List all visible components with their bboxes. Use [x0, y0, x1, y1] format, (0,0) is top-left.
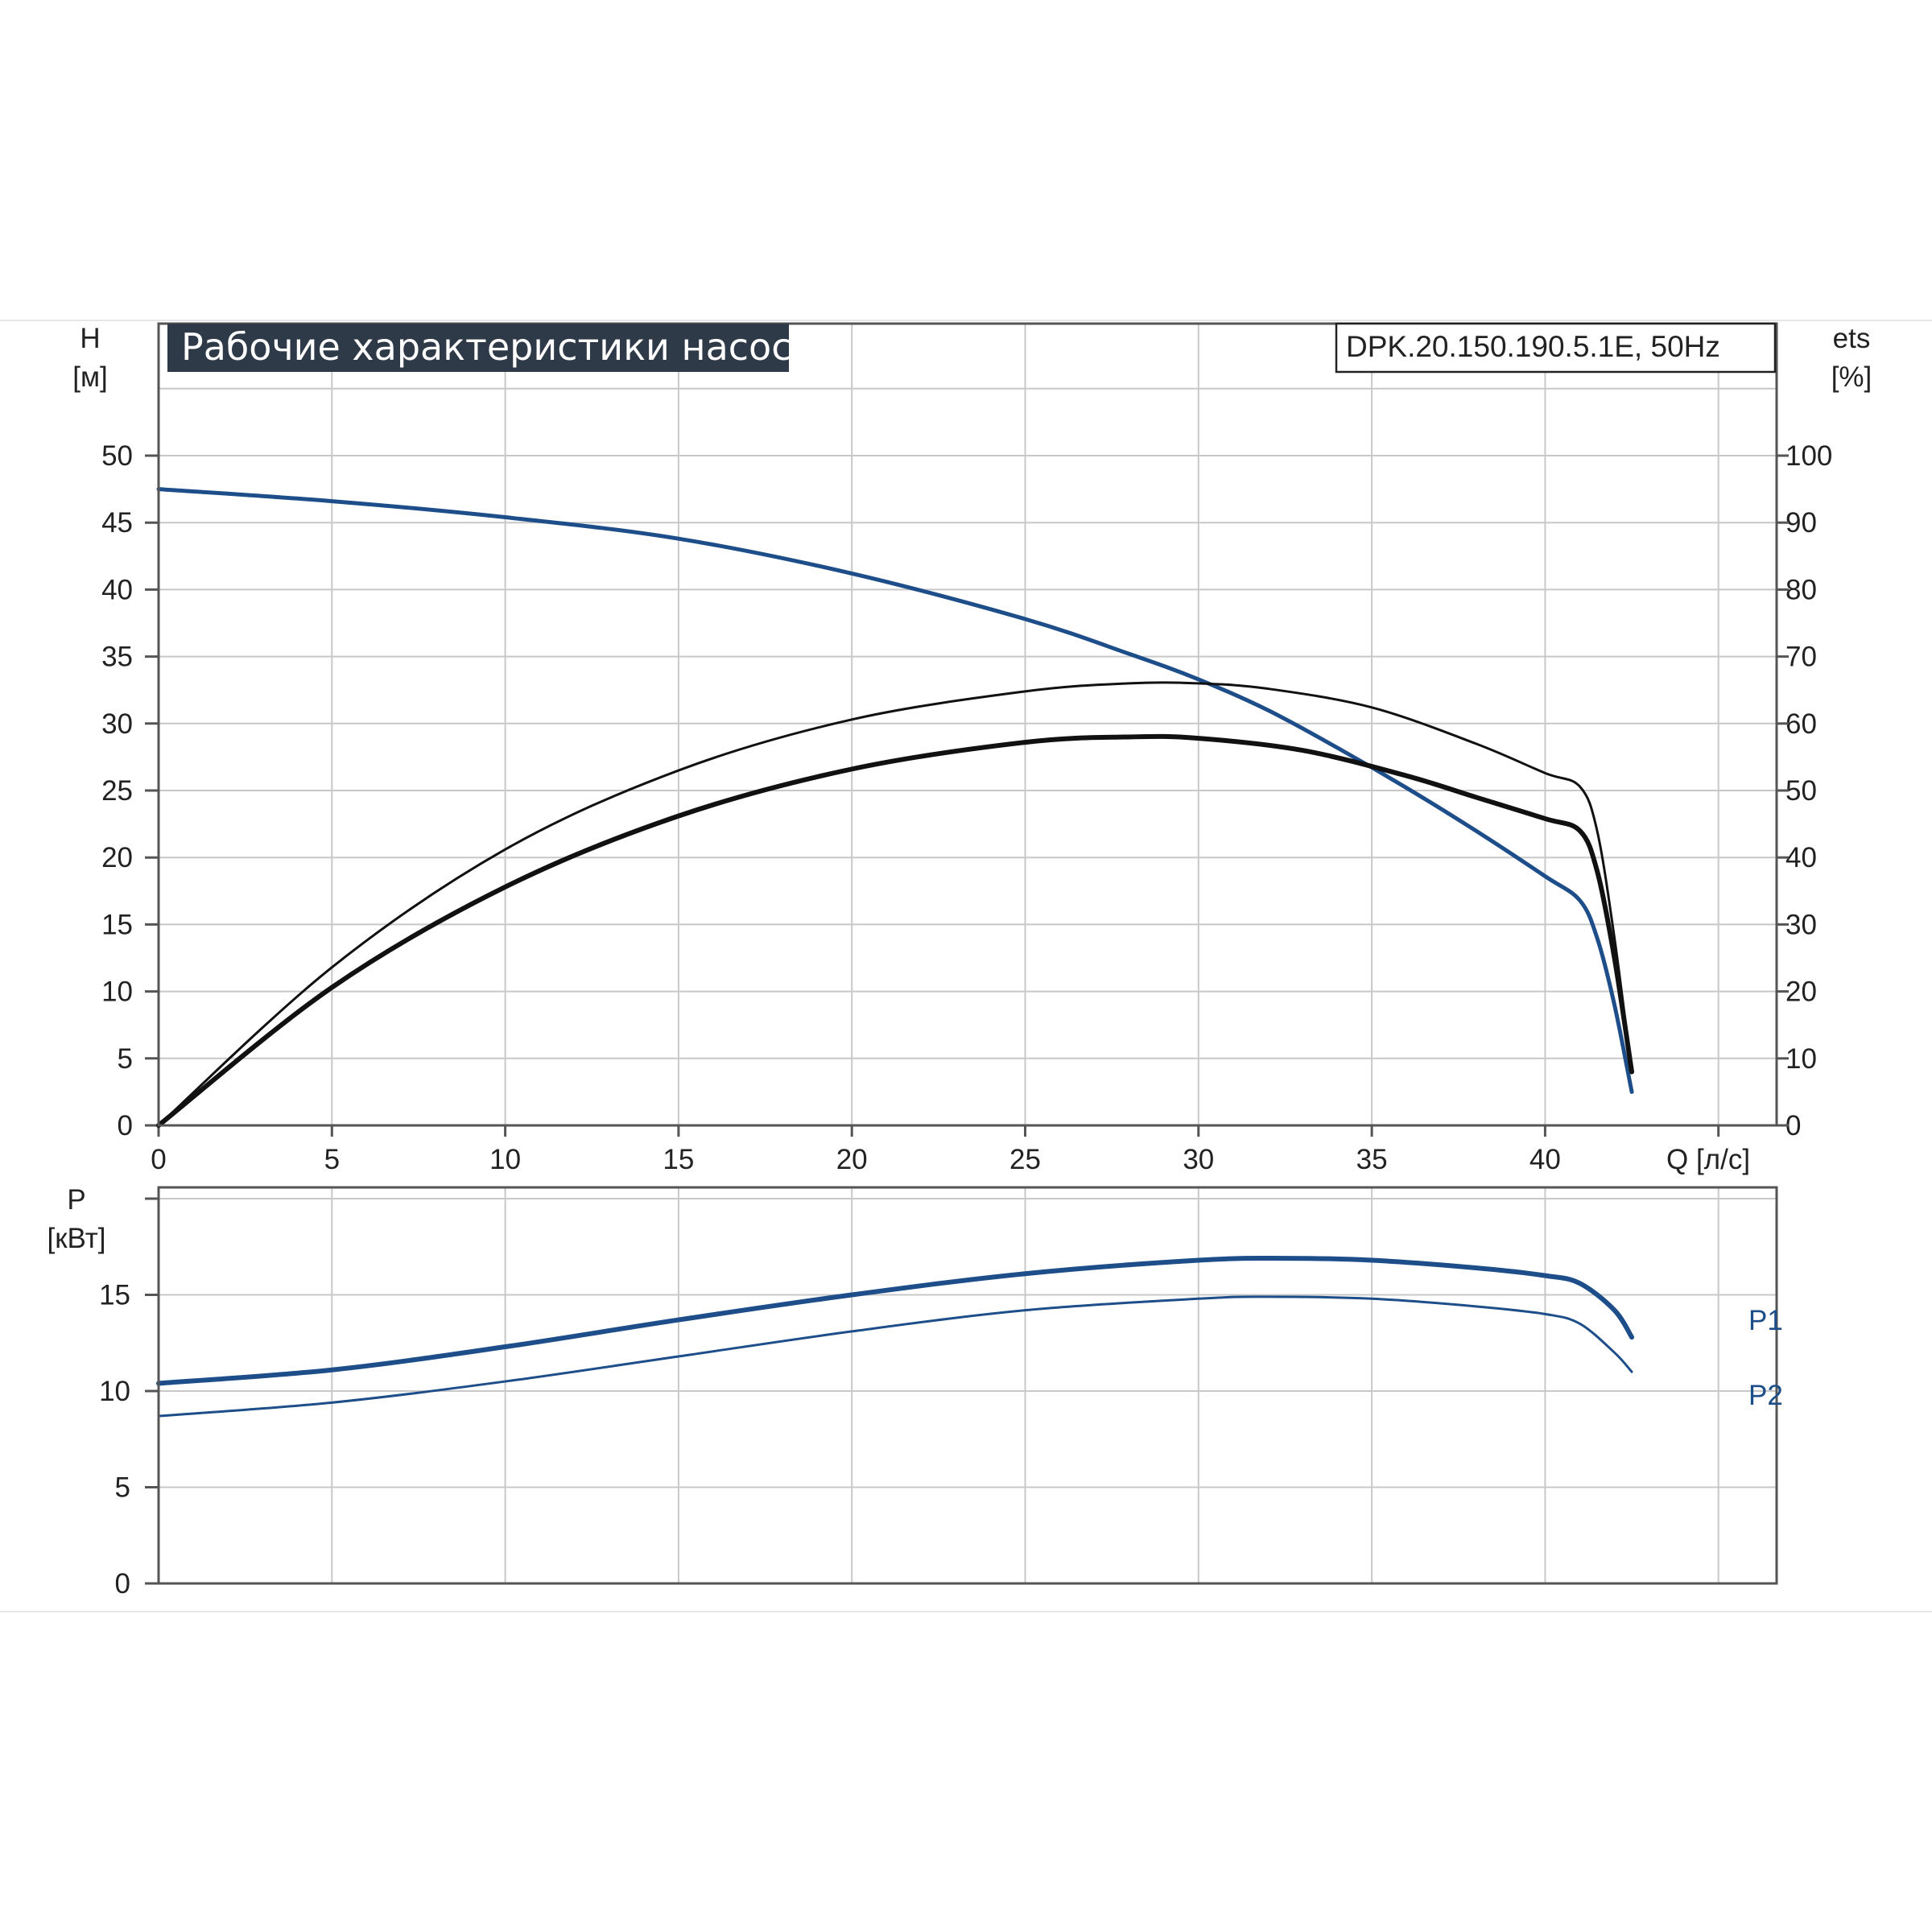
flow-tick-label: 15	[663, 1144, 694, 1175]
power-tick-label: 5	[115, 1472, 130, 1504]
head-tick-label: 50	[101, 440, 133, 472]
efficiency-thin-curve	[157, 681, 1633, 1127]
efficiency-tick-label: 100	[1785, 440, 1832, 472]
efficiency-axis-label-unit: [%]	[1831, 361, 1872, 393]
efficiency-tick-label: 90	[1785, 507, 1817, 539]
power-curve-p2	[157, 1295, 1633, 1418]
efficiency-tick-label: 50	[1785, 775, 1817, 807]
head-grid	[159, 324, 1777, 1125]
head-axis-label-symbol: H	[80, 323, 100, 354]
series-label-p2: P2	[1748, 1380, 1783, 1411]
power-curve-p1	[156, 1256, 1635, 1386]
flow-tick-label: 40	[1530, 1144, 1561, 1175]
efficiency-tick-label: 80	[1785, 574, 1817, 605]
series-label-p1: P1	[1748, 1305, 1783, 1336]
head-curve	[156, 487, 1634, 1094]
model-box	[1335, 322, 1777, 374]
head-efficiency-curves	[156, 487, 1635, 1128]
head-tick-label: 20	[101, 842, 133, 873]
title-badge	[167, 324, 789, 372]
flow-axis-label: Q [л/с]	[1666, 1144, 1750, 1175]
flow-tick-label: 25	[1009, 1144, 1041, 1175]
head-tick-label: 10	[101, 976, 133, 1008]
flow-tick-label: 0	[151, 1144, 166, 1175]
head-tick-label: 25	[101, 775, 133, 807]
flow-tick-label: 20	[836, 1144, 868, 1175]
head-plot-frame	[157, 322, 1778, 1127]
model-label: DPK.20.150.190.5.1E, 50Hz	[1346, 330, 1720, 363]
efficiency-tick-label: 20	[1785, 976, 1817, 1008]
power-tick-label: 0	[115, 1568, 130, 1600]
power-axis-label-symbol: P	[67, 1184, 85, 1216]
efficiency-tick-label: 30	[1785, 909, 1817, 940]
flow-tick-label: 35	[1356, 1144, 1388, 1175]
power-curves	[156, 1256, 1635, 1418]
efficiency-tick-label: 40	[1785, 842, 1817, 873]
head-tick-label: 40	[101, 574, 133, 605]
head-tick-label: 15	[101, 909, 133, 940]
head-tick-labels: 0510152025303540455001020304050607080901…	[101, 440, 1832, 1175]
efficiency-thick-curve	[156, 733, 1635, 1128]
power-axis-label-unit: [кВт]	[47, 1223, 106, 1254]
efficiency-axis-label-symbol: ets	[1833, 323, 1871, 354]
efficiency-tick-label: 0	[1785, 1110, 1801, 1141]
power-tick-labels: 0 5 10 15	[99, 1197, 159, 1600]
head-axis-label-unit: [м]	[72, 361, 108, 393]
chart-title: Рабочие характеристики насоса	[181, 325, 815, 369]
efficiency-tick-label: 10	[1785, 1043, 1817, 1075]
flow-tick-label: 5	[324, 1144, 340, 1175]
power-grid	[159, 1187, 1777, 1583]
head-tick-label: 5	[118, 1043, 133, 1075]
efficiency-tick-label: 70	[1785, 642, 1817, 673]
power-tick-label: 15	[99, 1280, 130, 1311]
head-tick-label: 30	[101, 708, 133, 740]
head-tick-label: 35	[101, 642, 133, 673]
flow-tick-label: 10	[489, 1144, 521, 1175]
flow-tick-label: 30	[1183, 1144, 1214, 1175]
head-tick-label: 45	[101, 507, 133, 539]
power-plot-frame	[157, 1186, 1778, 1585]
head-tick-label: 0	[118, 1110, 133, 1141]
efficiency-tick-label: 60	[1785, 708, 1817, 740]
power-tick-label: 10	[99, 1376, 130, 1407]
